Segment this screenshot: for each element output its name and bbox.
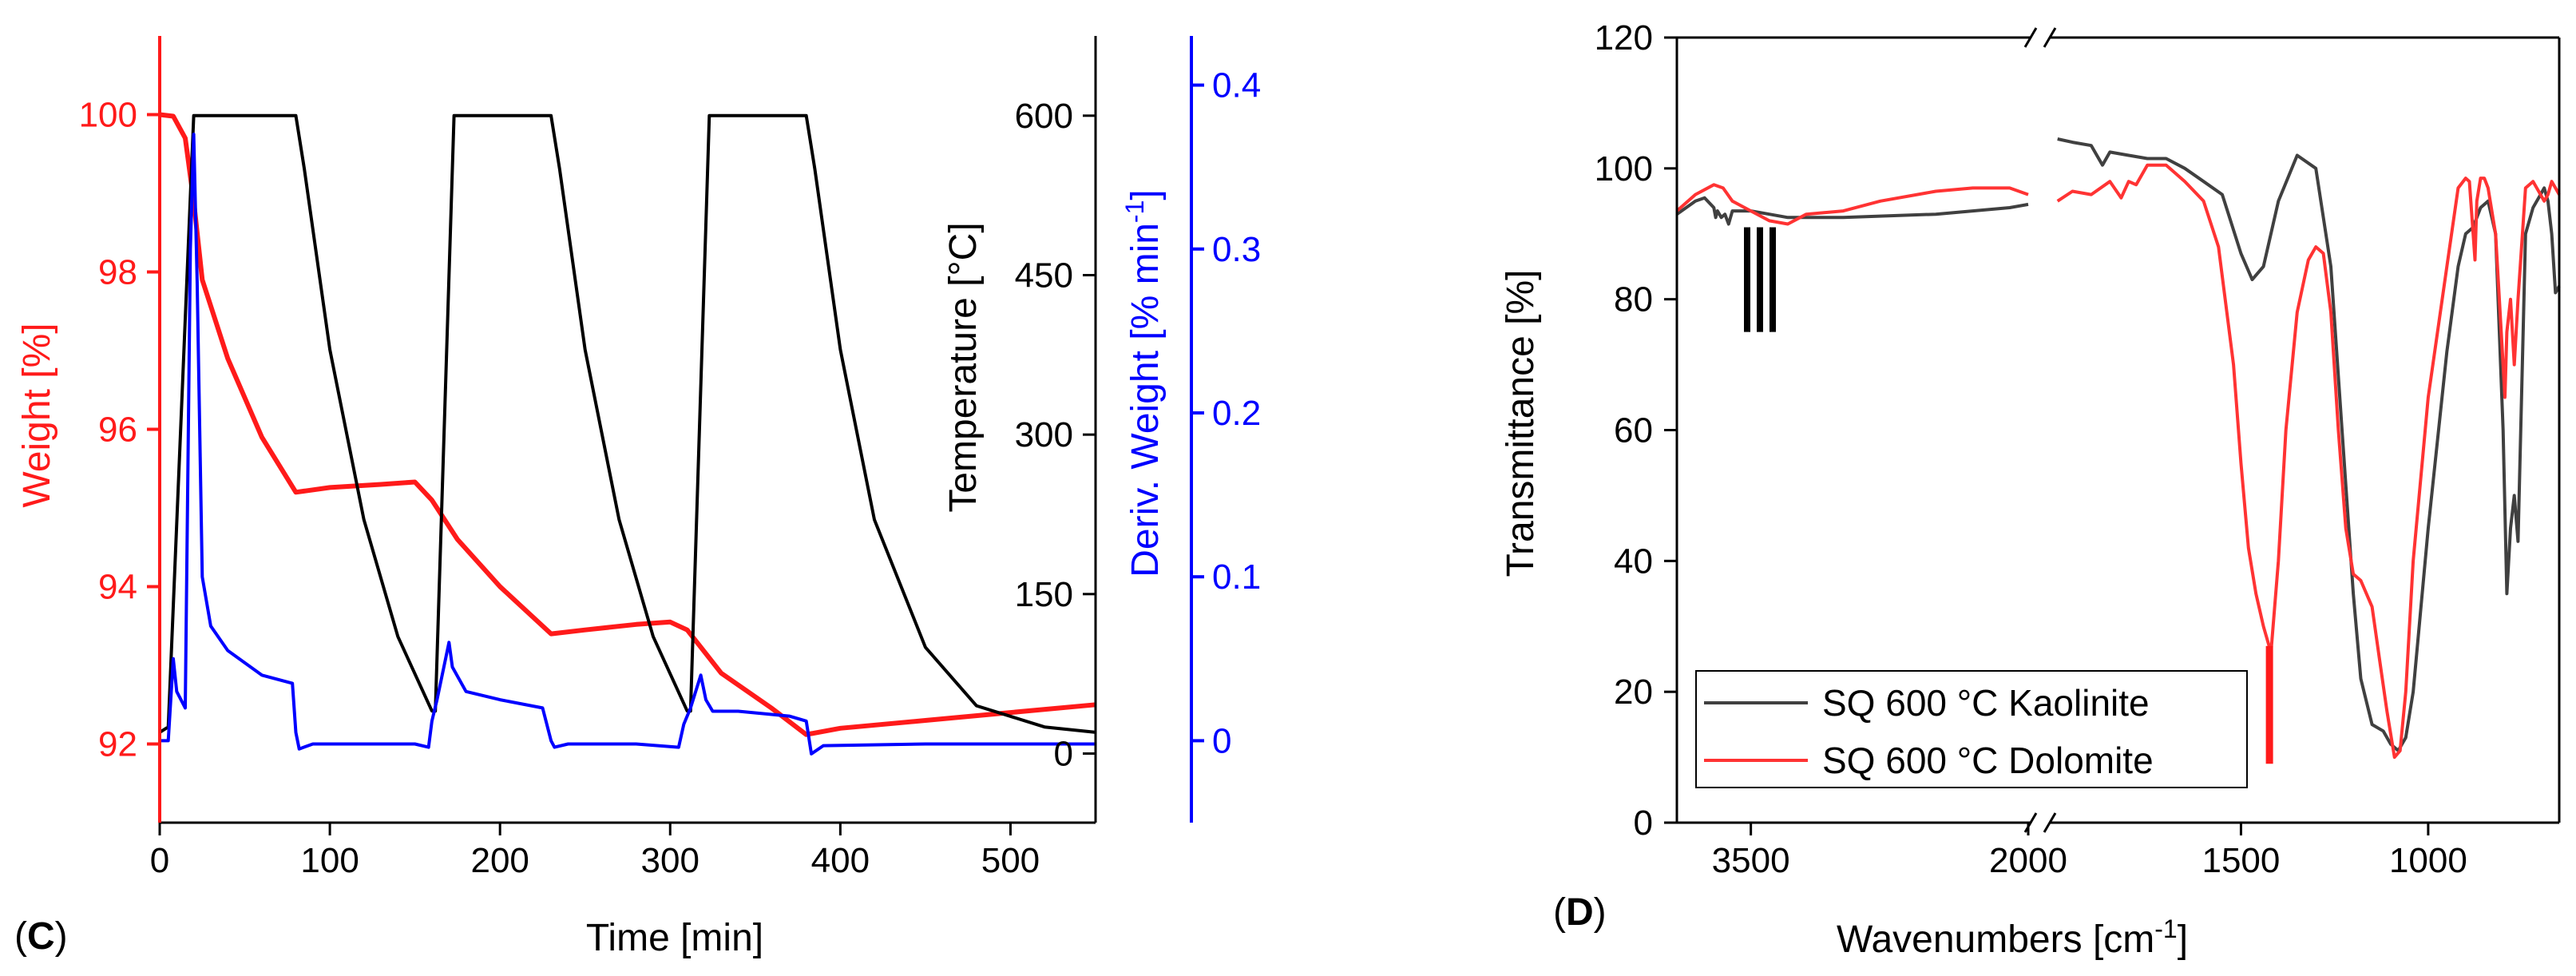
panel-c-ylabel-weight: Weight [%] bbox=[16, 323, 58, 507]
panel-d-label-close: ) bbox=[1594, 891, 1607, 934]
temperature-tick-label: 600 bbox=[1015, 97, 1073, 136]
panel-d-label-letter: D bbox=[1566, 891, 1594, 934]
deriv-tick-label: 0.4 bbox=[1212, 66, 1261, 105]
x-tick-label: 400 bbox=[811, 841, 870, 880]
panel-d-axes: 0 20 40 60 80 100 120 3500 2000 1500 1000 SQ 600 °C… bbox=[1595, 18, 2561, 880]
panel-c-label-letter: C bbox=[27, 915, 55, 958]
band-marker-kaolinite bbox=[1770, 227, 1776, 332]
panel-c-ylabel-deriv-main: Deriv. Weight [% min bbox=[1124, 223, 1167, 577]
weight-tick-label: 100 bbox=[79, 96, 137, 135]
panel-c-ylabel-deriv-end: ] bbox=[1124, 189, 1167, 200]
legend-box bbox=[1695, 670, 2248, 788]
x-tick-label: 2000 bbox=[1989, 841, 2067, 880]
panel-d-ylabel: Transmittance [%] bbox=[1500, 269, 1542, 577]
panel-d-xlabel-end: ] bbox=[2178, 918, 2188, 961]
weight-tick-label: 92 bbox=[98, 725, 137, 764]
panel-d-label-open: ( bbox=[1553, 891, 1566, 934]
temperature-tick-label: 0 bbox=[1054, 734, 1073, 773]
x-tick-label: 0 bbox=[150, 841, 169, 880]
legend-entry: SQ 600 °C Dolomite bbox=[1822, 740, 2154, 781]
x-tick-label: 300 bbox=[641, 841, 699, 880]
panel-d: 0 20 40 60 80 100 120 3500 2000 1500 1000 SQ 600 °C… bbox=[1500, 18, 2561, 961]
series-line-sq-600-c-dolomite bbox=[1675, 183, 2029, 226]
panel-c-label-close: ) bbox=[55, 915, 68, 958]
series-line-sq-600-c-kaolinite bbox=[1675, 196, 2029, 226]
band-marker-kaolinite bbox=[1757, 227, 1763, 332]
weight-tick-label: 94 bbox=[98, 568, 137, 607]
series-line-deriv-weight bbox=[160, 133, 1096, 756]
panel-d-xlabel-main: Wavenumbers [cm bbox=[1837, 918, 2154, 961]
deriv-tick-label: 0 bbox=[1212, 721, 1231, 760]
panel-d-xlabel: Wavenumbers [cm-1] bbox=[1837, 915, 2188, 961]
panel-d-label: (D) bbox=[1553, 891, 1607, 934]
panel-c-label: (C) bbox=[14, 915, 68, 958]
panel-d-series bbox=[1675, 137, 2561, 760]
band-marker-dolomite bbox=[2265, 645, 2273, 764]
panel-c-label-open: ( bbox=[14, 915, 27, 958]
y-tick-label: 100 bbox=[1595, 149, 1653, 188]
panel-c-xlabel: Time [min] bbox=[586, 917, 763, 959]
deriv-tick-label: 0.2 bbox=[1212, 394, 1261, 433]
legend-entry: SQ 600 °C Kaolinite bbox=[1822, 682, 2150, 724]
temperature-tick-label: 300 bbox=[1015, 415, 1073, 454]
panel-d-xlabel-sup: -1 bbox=[2154, 915, 2177, 943]
band-marker-kaolinite bbox=[1744, 227, 1750, 332]
x-tick-label: 500 bbox=[981, 841, 1040, 880]
deriv-tick-label: 0.3 bbox=[1212, 230, 1261, 269]
panel-c: 0 100 200 300 400 500 92 94 96 98 100 0 150 300 450 600… bbox=[14, 36, 1261, 959]
deriv-tick-label: 0.1 bbox=[1212, 557, 1261, 597]
series-line-weight bbox=[159, 112, 1096, 737]
y-tick-label: 0 bbox=[1634, 803, 1653, 843]
x-tick-label: 200 bbox=[470, 841, 529, 880]
weight-tick-label: 96 bbox=[98, 411, 137, 450]
series-line-sq-600-c-dolomite bbox=[2056, 163, 2561, 760]
axis-break-mark bbox=[2023, 27, 2038, 48]
weight-tick-label: 98 bbox=[98, 253, 137, 292]
axis-break-mark bbox=[2023, 812, 2038, 833]
x-tick-label: 1000 bbox=[2389, 841, 2467, 880]
y-tick-label: 80 bbox=[1614, 280, 1653, 319]
y-tick-label: 120 bbox=[1595, 18, 1653, 58]
panel-c-ylabel-deriv-sup: -1 bbox=[1120, 200, 1149, 223]
temperature-tick-label: 450 bbox=[1015, 256, 1073, 295]
series-line-temperature bbox=[158, 113, 1096, 734]
x-tick-label: 100 bbox=[300, 841, 359, 880]
y-tick-label: 60 bbox=[1614, 411, 1653, 450]
panel-c-series bbox=[158, 112, 1096, 756]
axis-break-mark bbox=[2043, 812, 2057, 833]
x-tick-label: 3500 bbox=[1712, 841, 1790, 880]
panel-c-axes: 0 100 200 300 400 500 92 94 96 98 100 0 150 300 450 600… bbox=[79, 36, 1261, 880]
temperature-tick-label: 150 bbox=[1015, 575, 1073, 614]
panel-c-ylabel-deriv: Deriv. Weight [% min-1] bbox=[1120, 189, 1167, 577]
y-tick-label: 40 bbox=[1614, 542, 1653, 581]
y-tick-label: 20 bbox=[1614, 672, 1653, 712]
axis-break-mark bbox=[2043, 27, 2057, 48]
panel-c-ylabel-temperature: Temperature [°C] bbox=[942, 222, 985, 512]
legend: SQ 600 °C Kaolinite SQ 600 °C Dolomite bbox=[1695, 670, 2248, 788]
x-tick-label: 1500 bbox=[2201, 841, 2280, 880]
